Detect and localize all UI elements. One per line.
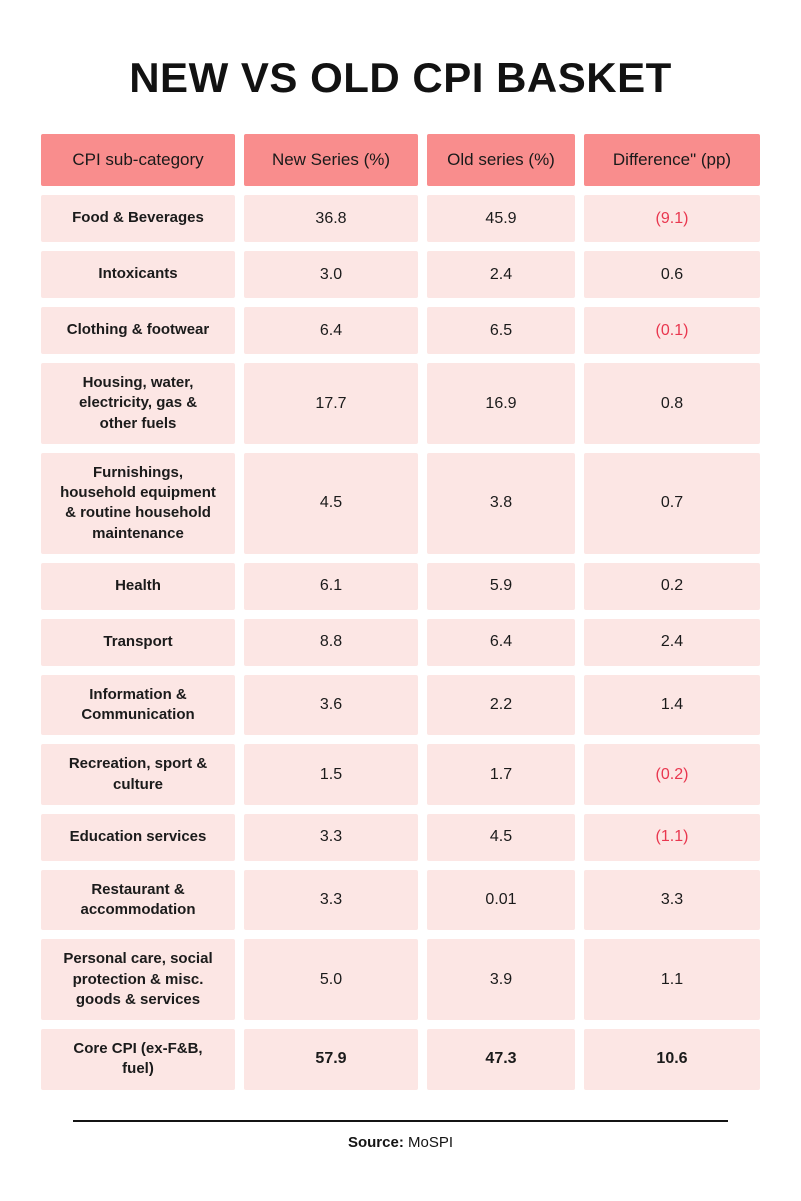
difference-cell: 0.8	[584, 363, 760, 444]
category-cell: Housing, water, electricity, gas & other…	[41, 363, 235, 444]
column-header-new-series: New Series (%)	[244, 134, 418, 186]
new-series-cell: 6.1	[244, 562, 418, 610]
old-series-cell: 6.5	[427, 307, 575, 354]
column-header-category: CPI sub-category	[41, 134, 235, 186]
difference-cell: (0.2)	[584, 744, 760, 805]
category-cell: Transport	[41, 618, 235, 666]
difference-cell: 1.4	[584, 674, 760, 736]
new-series-cell: 4.5	[244, 452, 418, 554]
category-cell: Core CPI (ex-F&B, fuel)	[41, 1029, 235, 1090]
source-value: MoSPI	[408, 1133, 454, 1151]
category-cell: Information & Communication	[41, 674, 235, 736]
category-cell: Furnishings, household equipment & routi…	[41, 452, 235, 554]
difference-cell: 0.6	[584, 251, 760, 298]
old-series-cell: 16.9	[427, 363, 575, 444]
category-cell: Intoxicants	[41, 251, 235, 298]
source-label: Source:	[347, 1133, 404, 1151]
old-series-cell: 6.4	[427, 618, 575, 666]
difference-cell: (0.1)	[584, 307, 760, 354]
difference-cell: (9.1)	[584, 195, 760, 242]
old-series-cell: 4.5	[427, 813, 575, 861]
category-cell: Recreation, sport & culture	[41, 744, 235, 805]
new-series-cell: 3.0	[244, 251, 418, 298]
old-series-cell: 47.3	[427, 1029, 575, 1090]
category-cell: Clothing & footwear	[41, 307, 235, 354]
old-series-cell: 3.9	[427, 939, 575, 1020]
old-series-cell: 5.9	[427, 562, 575, 610]
new-series-cell: 3.6	[244, 674, 418, 736]
new-series-cell: 8.8	[244, 618, 418, 666]
new-series-cell: 5.0	[244, 939, 418, 1020]
new-series-cell: 3.3	[244, 869, 418, 931]
difference-cell: (1.1)	[584, 813, 760, 861]
category-cell: Personal care, social protection & misc.…	[41, 939, 235, 1020]
page-title: NEW VS OLD CPI BASKET	[129, 54, 672, 101]
difference-cell: 2.4	[584, 618, 760, 666]
footer: Source: MoSPI	[42, 1119, 759, 1151]
old-series-cell: 2.4	[427, 251, 575, 298]
new-series-cell: 1.5	[244, 744, 418, 805]
column-header-old-series: Old series (%)	[427, 134, 575, 186]
category-cell: Food & Beverages	[41, 195, 235, 242]
difference-cell: 1.1	[584, 939, 760, 1020]
old-series-cell: 3.8	[427, 452, 575, 554]
new-series-cell: 36.8	[244, 195, 418, 242]
difference-cell: 3.3	[584, 869, 760, 931]
old-series-cell: 45.9	[427, 195, 575, 242]
old-series-cell: 1.7	[427, 744, 575, 805]
category-cell: Restaurant & accommodation	[41, 869, 235, 931]
cpi-comparison-table: CPI sub-category New Series (%) Old seri…	[41, 134, 760, 1090]
footer-divider	[73, 1119, 728, 1122]
old-series-cell: 2.2	[427, 674, 575, 736]
old-series-cell: 0.01	[427, 869, 575, 931]
difference-cell: 0.2	[584, 562, 760, 610]
category-cell: Education services	[41, 813, 235, 861]
new-series-cell: 57.9	[244, 1029, 418, 1090]
difference-cell: 0.7	[584, 452, 760, 554]
source-note: Source: MoSPI	[42, 1134, 759, 1151]
new-series-cell: 17.7	[244, 363, 418, 444]
column-header-difference: Difference" (pp)	[584, 134, 760, 186]
new-series-cell: 6.4	[244, 307, 418, 354]
new-series-cell: 3.3	[244, 813, 418, 861]
difference-cell: 10.6	[584, 1029, 760, 1090]
category-cell: Health	[41, 562, 235, 610]
